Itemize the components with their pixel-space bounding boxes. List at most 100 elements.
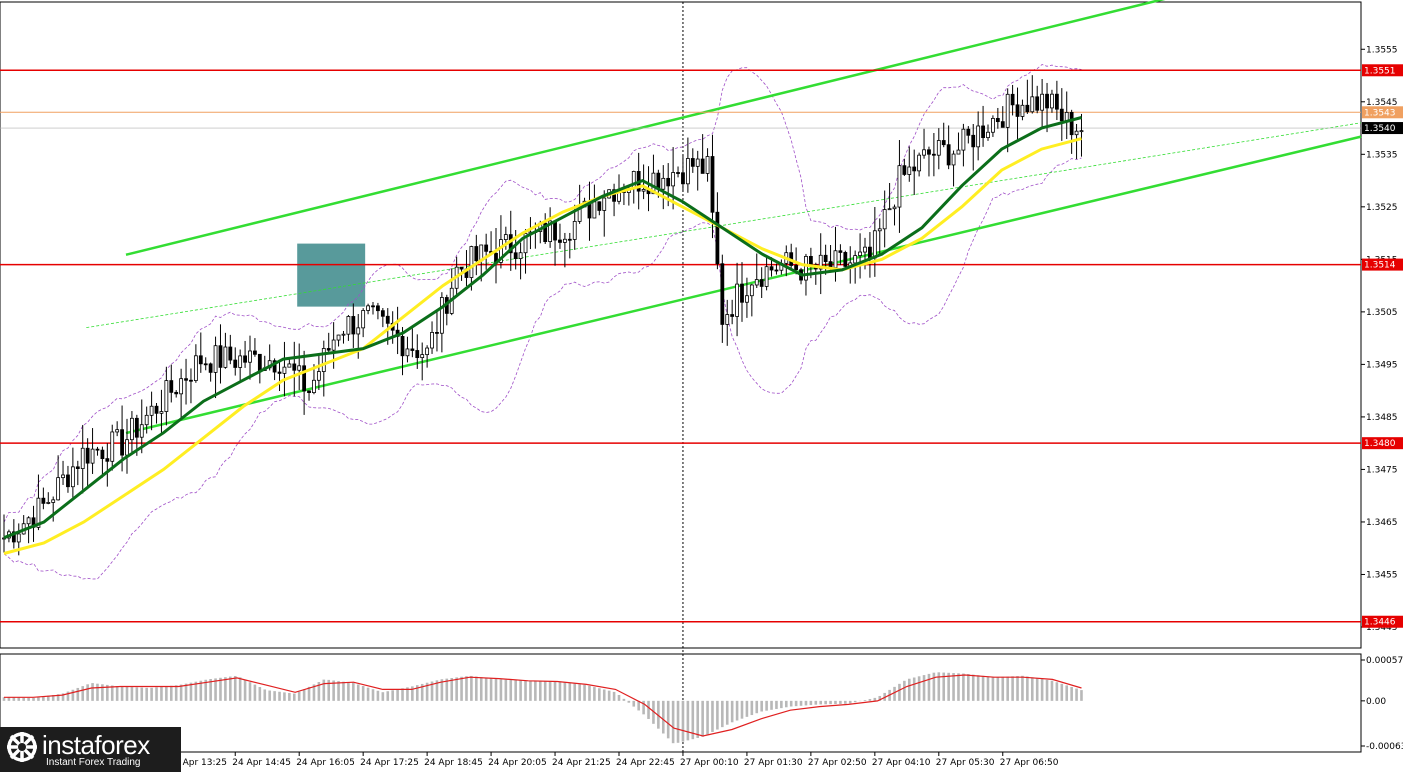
price-level-tag — [1362, 437, 1403, 450]
candle-body — [518, 252, 523, 259]
bollinger-upper-band — [3, 64, 1082, 523]
candle-body — [553, 220, 557, 241]
logo-mark-icon — [7, 732, 37, 762]
price-level-label: 1.3514 — [1364, 261, 1396, 271]
candle-body — [956, 149, 961, 155]
candle-body — [995, 118, 1000, 123]
candle-body — [169, 380, 174, 393]
candle-body — [346, 316, 351, 335]
candle-body — [46, 502, 51, 504]
time-tick-label: 27 Apr 05:30 — [936, 758, 995, 768]
candle-body — [715, 211, 720, 265]
candle-body — [208, 363, 213, 373]
candle-body — [725, 314, 730, 325]
candle-body — [125, 439, 129, 456]
candle-body — [420, 354, 425, 359]
candle-body — [425, 347, 430, 356]
candle-body — [341, 333, 346, 336]
candle-body — [257, 353, 262, 372]
candle-body — [297, 365, 302, 371]
candle-body — [1059, 108, 1064, 122]
candle-body — [41, 497, 46, 504]
candle-body — [139, 424, 144, 438]
candle-body — [902, 165, 907, 175]
candle-body — [1045, 93, 1049, 109]
price-tick-label: 1.3445 — [1366, 623, 1398, 633]
candle-body — [833, 250, 838, 269]
candle-body — [503, 234, 508, 241]
candle-body — [966, 128, 971, 136]
price-level-label: 1.3551 — [1364, 66, 1396, 76]
price-tick-label: 1.3555 — [1366, 45, 1398, 55]
candle-body — [513, 252, 518, 259]
main-price-pane — [0, 0, 1362, 752]
candle-body — [774, 269, 779, 272]
ask-price-tag — [1362, 106, 1403, 119]
candle-body — [193, 355, 198, 381]
candle-body — [435, 332, 439, 334]
candle-body — [361, 310, 366, 329]
candle-body — [16, 533, 21, 543]
candle-body — [85, 447, 90, 464]
brand-name: instaforex — [42, 730, 150, 760]
candle-body — [853, 255, 858, 264]
candle-body — [243, 355, 247, 363]
candle-body — [931, 153, 936, 156]
candle-body — [681, 172, 685, 185]
candle-body — [991, 118, 995, 133]
candle-body — [818, 254, 823, 270]
oscillator-pane-frame — [0, 653, 1362, 753]
candle-body — [1054, 93, 1059, 110]
candle-body — [253, 350, 257, 355]
candle-body — [51, 499, 56, 503]
candle-body — [100, 449, 105, 460]
candle-body — [164, 380, 169, 412]
candle-body — [685, 158, 690, 185]
time-tick-label: 27 Apr 06:50 — [1000, 758, 1059, 768]
bollinger-lower-band — [3, 157, 1082, 580]
candle-body — [228, 346, 233, 361]
candle-body — [80, 447, 85, 469]
candle-body — [287, 363, 292, 368]
candle-body — [602, 197, 607, 211]
candle-body — [336, 334, 341, 341]
candle-body — [981, 125, 985, 139]
candle-body — [676, 172, 680, 174]
candle-body — [572, 221, 577, 240]
candle-body — [474, 246, 479, 262]
candle-body — [459, 266, 464, 270]
slow-moving-average — [3, 137, 1082, 555]
oscillator-tick-label: 0.00 — [1366, 697, 1386, 707]
candle-body — [651, 172, 656, 195]
candle-body — [26, 517, 31, 525]
candle-body — [238, 355, 243, 368]
candle-body — [198, 355, 203, 365]
candle-body — [922, 149, 926, 156]
candle-body — [1069, 111, 1074, 136]
candle-body — [892, 206, 897, 210]
candle-body — [597, 201, 602, 211]
ask-price-label: 1.3543 — [1364, 108, 1396, 118]
time-tick-label: 24 Apr 22:45 — [616, 758, 675, 768]
candle-body — [120, 429, 124, 456]
candle-body — [326, 348, 331, 351]
candle-body — [823, 254, 828, 263]
price-axis: 1.35551.35451.35351.35251.35151.35051.34… — [1361, 45, 1403, 752]
candle-body — [499, 239, 503, 263]
price-tick-label: 1.3495 — [1366, 360, 1398, 370]
time-tick-label: 24 Apr 21:25 — [552, 758, 611, 768]
candle-body — [415, 350, 420, 359]
candle-body — [887, 208, 892, 211]
candle-body — [1000, 121, 1005, 128]
time-tick-label: 24 Apr 18:45 — [424, 758, 483, 768]
price-tick-label: 1.3485 — [1366, 413, 1398, 423]
candle-body — [740, 283, 744, 303]
candle-body — [179, 378, 184, 395]
candle-body — [130, 417, 134, 441]
fast-moving-average — [3, 116, 1082, 540]
candle-body — [61, 474, 65, 479]
candle-body — [936, 140, 941, 156]
candle-body — [66, 474, 70, 488]
candle-body — [115, 429, 120, 433]
